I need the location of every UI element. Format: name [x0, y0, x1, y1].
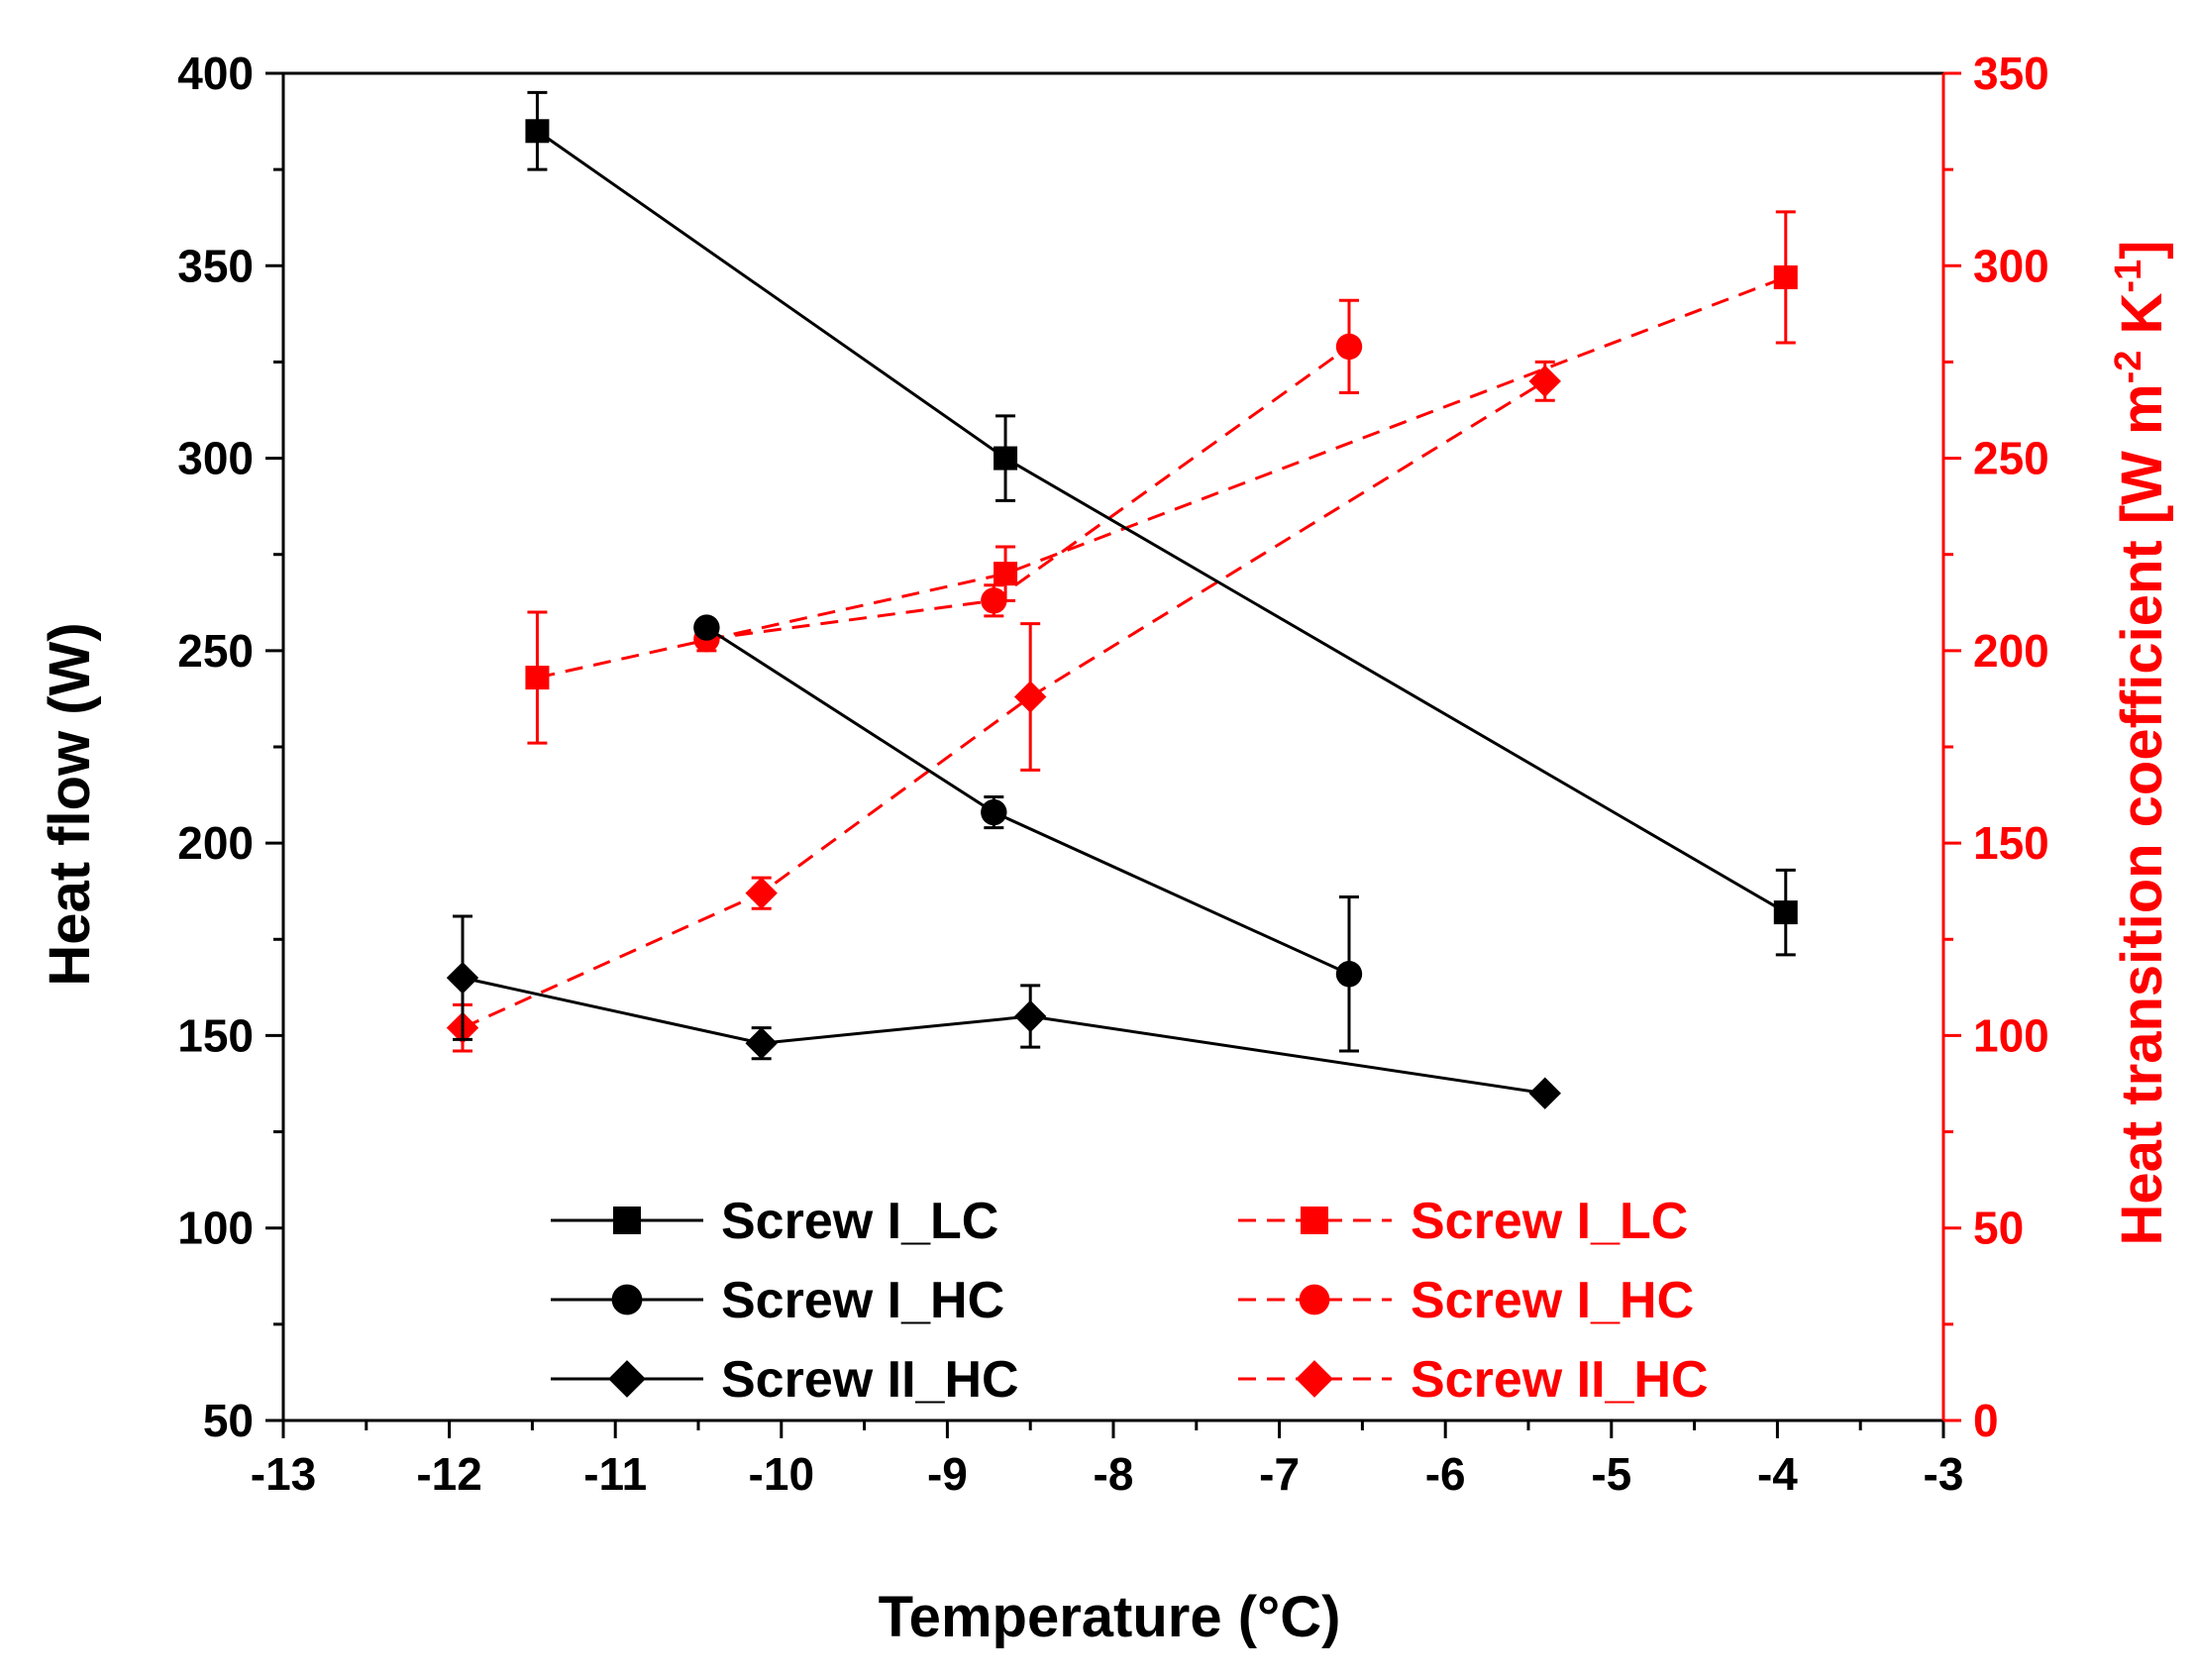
data-point: [525, 119, 550, 144]
right-y-tick-label: 100: [1973, 1009, 2049, 1061]
series-line: [537, 275, 1787, 680]
left-y-tick-label: 50: [203, 1395, 254, 1446]
right-y-tick-label: 200: [1973, 625, 2049, 677]
x-axis-ticks: -13 -12 -11 -10 -9 -8 -7 -6 -5 -4 -3: [251, 1420, 1964, 1500]
series-line: [536, 130, 1787, 914]
series-screw-i-lc-left: [525, 90, 1798, 957]
data-point: [1528, 1077, 1561, 1109]
data-point: [745, 1027, 778, 1060]
right-y-axis-title: Heat transition coefficient [W m-2 K-1]: [2108, 240, 2174, 1245]
data-point: [981, 587, 1007, 614]
right-y-tick-label: 50: [1973, 1203, 2024, 1254]
x-tick-label: -13: [251, 1448, 316, 1500]
data-point: [1773, 900, 1798, 925]
data-point: [693, 614, 720, 641]
x-tick-label: -3: [1924, 1448, 1964, 1500]
right-y-axis-title-base: Heat transition coefficient [W m: [2110, 383, 2174, 1245]
left-y-axis-ticks: 50 100 150 200 250 300 350 400: [177, 48, 283, 1446]
x-tick-label: -7: [1259, 1448, 1300, 1500]
left-y-tick-label: 150: [177, 1009, 254, 1061]
series-screw-i-lc-right: [525, 210, 1798, 745]
left-y-tick-label: 300: [177, 433, 254, 484]
legend: Screw I_LC Screw I_LC Screw I_HC Screw I_HC…: [551, 1193, 1709, 1409]
left-y-tick-label: 350: [177, 240, 254, 291]
legend-label: Screw II_HC: [1411, 1351, 1709, 1409]
data-point: [1335, 333, 1363, 361]
left-y-tick-label: 400: [177, 48, 254, 99]
x-tick-label: -11: [583, 1448, 647, 1500]
legend-label: Screw I_HC: [721, 1272, 1004, 1329]
right-y-axis-title-mid: K: [2110, 293, 2174, 351]
series-screw-ii-hc-left: [446, 914, 1561, 1109]
data-point: [994, 446, 1018, 471]
legend-marker: [611, 1284, 643, 1315]
data-point: [446, 961, 479, 995]
right-y-tick-label: 250: [1973, 433, 2049, 484]
left-y-tick-label: 100: [177, 1203, 254, 1254]
x-axis-title: Temperature (°C): [879, 1585, 1341, 1649]
right-y-axis-title-end: ]: [2110, 240, 2174, 259]
x-tick-label: -12: [416, 1448, 481, 1500]
right-y-tick-label: 300: [1973, 240, 2049, 291]
data-point: [1335, 961, 1363, 988]
left-y-tick-label: 200: [177, 817, 254, 869]
x-tick-label: -9: [927, 1448, 968, 1500]
right-y-tick-label: 350: [1973, 48, 2049, 99]
legend-marker: [1301, 1207, 1328, 1234]
series-screw-i-hc-right: [693, 298, 1363, 653]
legend-marker: [1296, 1360, 1333, 1398]
series-layer: [446, 90, 1798, 1109]
data-point: [981, 798, 1007, 826]
data-point: [1014, 681, 1047, 713]
x-tick-label: -8: [1094, 1448, 1134, 1500]
right-y-axis-title-exp1: -2: [2108, 351, 2149, 384]
x-tick-label: -5: [1591, 1448, 1631, 1500]
series-screw-i-hc-left: [693, 614, 1363, 1053]
left-y-axis-title: Heat flow (W): [38, 622, 102, 986]
data-point: [525, 666, 550, 690]
plot-frame: [281, 71, 1945, 1422]
legend-marker: [1299, 1284, 1330, 1315]
left-y-tick-label: 250: [177, 625, 254, 677]
right-y-axis-ticks: 0 50 100 150 200 250 300 350: [1943, 48, 2049, 1446]
right-y-tick-label: 150: [1973, 817, 2049, 869]
series-line: [462, 379, 1546, 1030]
data-point: [994, 562, 1018, 586]
legend-label: Screw I_HC: [1411, 1272, 1694, 1329]
legend-label: Screw I_LC: [721, 1193, 998, 1250]
data-point: [1528, 365, 1561, 398]
right-y-tick-label: 0: [1973, 1395, 1999, 1446]
x-tick-label: -6: [1425, 1448, 1466, 1500]
data-point: [1773, 264, 1798, 289]
data-point: [1014, 999, 1047, 1033]
series-line: [705, 626, 1350, 976]
right-y-axis-title-exp2: -1: [2108, 260, 2149, 293]
legend-label: Screw II_HC: [721, 1351, 1019, 1409]
x-tick-label: -4: [1757, 1448, 1798, 1500]
x-tick-label: -10: [749, 1448, 814, 1500]
series-line: [462, 976, 1545, 1096]
data-point: [745, 877, 778, 909]
legend-label: Screw I_LC: [1411, 1193, 1688, 1250]
legend-marker: [613, 1207, 641, 1234]
legend-marker: [608, 1360, 646, 1398]
series-line: [706, 345, 1350, 641]
